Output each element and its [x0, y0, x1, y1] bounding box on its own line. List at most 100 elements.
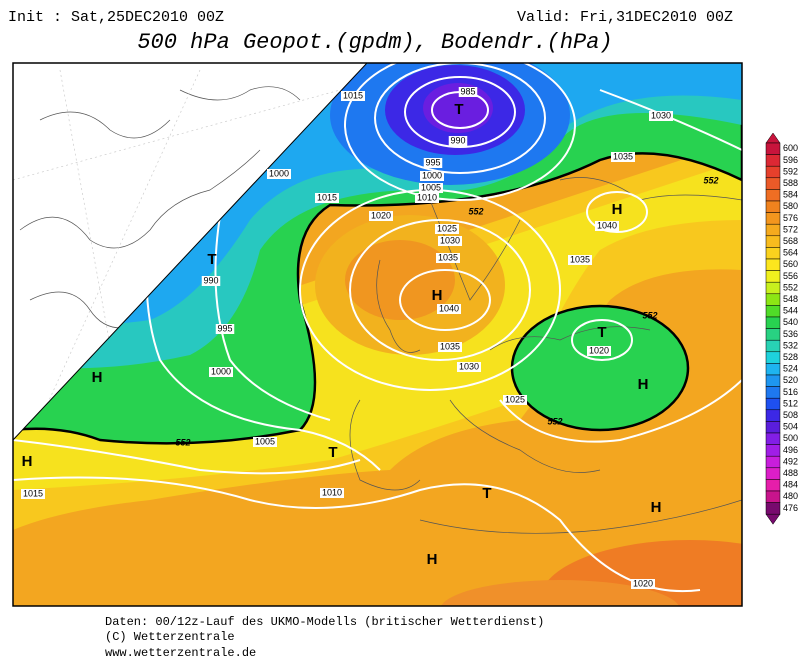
isobar-label: 1035: [438, 252, 458, 262]
isobar-label-box: [631, 579, 655, 589]
legend-label: 480: [783, 491, 798, 501]
pressure-center: H: [651, 499, 662, 516]
isobar-label-box: [435, 224, 459, 234]
legend-label: 588: [783, 178, 798, 188]
legend-label: 540: [783, 317, 798, 327]
contour-label: 552: [175, 437, 190, 447]
legend-label: 552: [783, 282, 798, 292]
isobar-label-box: [423, 158, 443, 168]
isobar-label-box: [436, 253, 460, 263]
isobar-label: 1000: [422, 170, 442, 180]
legend-swatch: [765, 432, 781, 445]
legend-swatch: [765, 142, 781, 155]
isobar-label: 1015: [317, 192, 337, 202]
isobar-label-box: [568, 255, 592, 265]
legend-tip: [765, 132, 781, 144]
legend-label: 496: [783, 445, 798, 455]
isobar-label: 1010: [322, 487, 342, 497]
legend-label: 504: [783, 422, 798, 432]
legend-label: 600: [783, 143, 798, 153]
legend-swatch: [765, 386, 781, 399]
isobar-label: 1030: [459, 361, 479, 371]
legend-swatch: [765, 212, 781, 225]
legend-swatch: [765, 374, 781, 387]
isobar-label: 1015: [23, 488, 43, 498]
legend-label: 592: [783, 166, 798, 176]
legend-swatch: [765, 200, 781, 213]
isobar-label: 1040: [439, 303, 459, 313]
legend-label: 560: [783, 259, 798, 269]
legend-label: 524: [783, 364, 798, 374]
projection-edge: [13, 63, 368, 441]
isobar-label: 1020: [371, 210, 391, 220]
legend-swatch: [765, 467, 781, 480]
legend-label: 492: [783, 456, 798, 466]
pressure-center: H: [612, 201, 623, 218]
isobar-label: 995: [425, 157, 440, 167]
footer-line: Daten: 00/12z-Lauf des UKMO-Modells (bri…: [105, 615, 544, 629]
outer-coastlines: [13, 69, 341, 421]
isobar-label-box: [369, 211, 393, 221]
map-frame: [12, 62, 743, 607]
legend-label: 568: [783, 236, 798, 246]
pressure-center: T: [597, 324, 606, 341]
isobar-label-box: [21, 489, 45, 499]
legend-label: 580: [783, 201, 798, 211]
contour-label: 552: [547, 416, 562, 426]
legend-swatch: [765, 293, 781, 306]
legend-swatch: [765, 339, 781, 353]
isobar-label: 1035: [570, 254, 590, 264]
legend-label: 532: [783, 340, 798, 350]
pressure-center: H: [92, 369, 103, 386]
field-orange-core: [345, 240, 455, 320]
pressure-center: T: [454, 101, 463, 118]
legend-tip: [765, 513, 781, 525]
contour-label: 552: [703, 175, 718, 185]
map-title: 500 hPa Geopot.(gpdm), Bodendr.(hPa): [137, 30, 612, 55]
pressure-center: T: [207, 251, 216, 268]
isobar-label: 1030: [651, 110, 671, 120]
isobar-label: 990: [450, 135, 465, 145]
isobar-label: 1035: [613, 151, 633, 161]
coastlines: [349, 177, 742, 534]
isobar-label-box: [587, 346, 611, 356]
legend-swatch: [765, 328, 781, 341]
footer-line: (C) Wetterzentrale: [105, 630, 235, 644]
field-warm: [540, 540, 742, 606]
legend-swatch: [765, 455, 781, 469]
legend-label: 584: [783, 190, 798, 200]
isobar-label: 1035: [440, 341, 460, 351]
legend-label: 572: [783, 224, 798, 234]
legend-swatch: [765, 177, 781, 190]
legend-label: 528: [783, 352, 798, 362]
legend-label: 508: [783, 410, 798, 420]
isobar-label-box: [315, 193, 339, 203]
isobar-label-box: [201, 276, 221, 286]
legend-label: 484: [783, 480, 798, 490]
isobar-label-box: [448, 136, 468, 146]
isobar-label-box: [611, 152, 635, 162]
legend-swatch: [765, 421, 781, 434]
isobar-label: 1040: [597, 220, 617, 230]
legend-label: 500: [783, 433, 798, 443]
isobar-label: 1020: [633, 578, 653, 588]
isobar-label-box: [503, 395, 527, 405]
pressure-center: T: [328, 444, 337, 461]
pressure-center: H: [432, 287, 443, 304]
legend-swatch: [765, 444, 781, 457]
legend-label: 564: [783, 248, 798, 258]
isobar-label-box: [420, 171, 444, 181]
legend-swatch: [765, 351, 781, 364]
legend-label: 516: [783, 387, 798, 397]
contour-label: 552: [468, 206, 483, 216]
isobar-label-box: [209, 367, 233, 377]
isobar-label: 1005: [255, 436, 275, 446]
legend-swatch: [765, 409, 781, 422]
legend-label: 596: [783, 155, 798, 165]
legend-label: 536: [783, 329, 798, 339]
legend-label: 576: [783, 213, 798, 223]
legend-swatch: [765, 502, 781, 515]
